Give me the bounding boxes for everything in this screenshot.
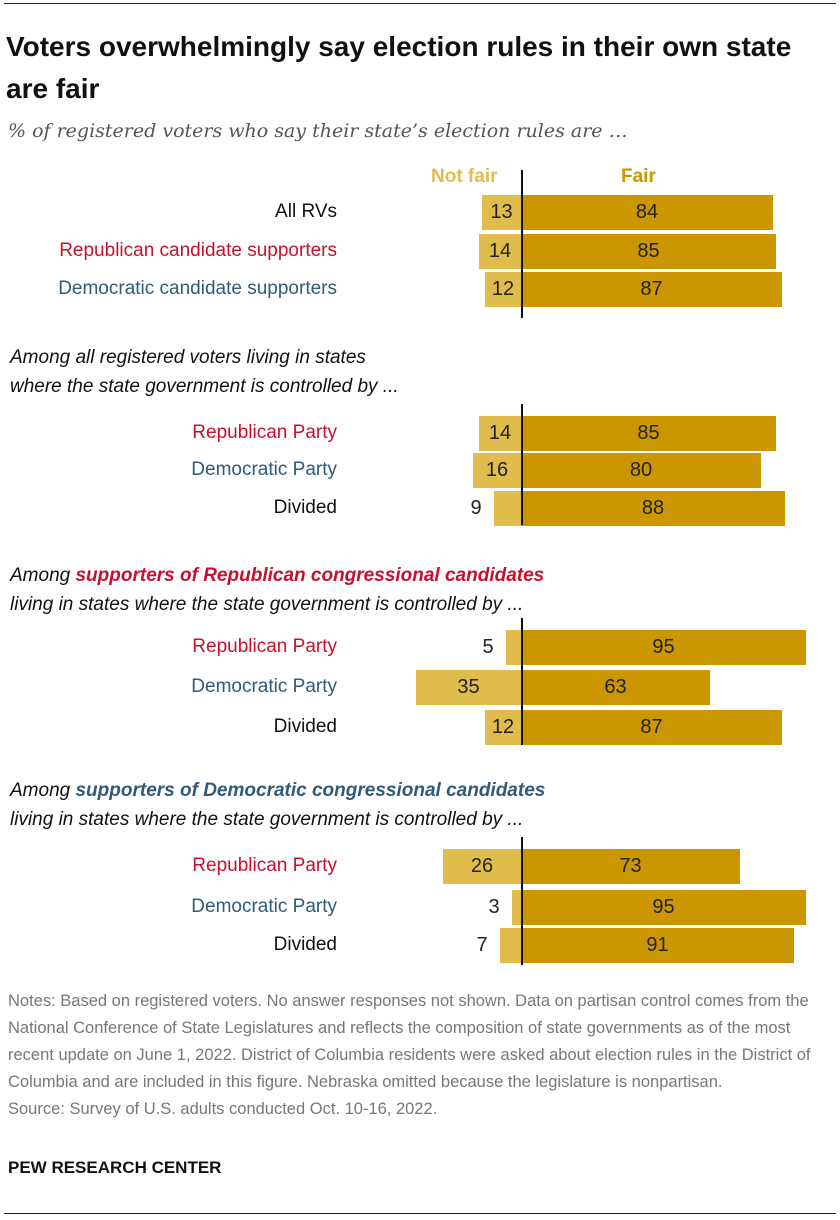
value-fair: 91: [646, 934, 669, 956]
value-fair: 73: [619, 855, 642, 877]
brand-logo: PEW RESEARCH CENTER: [8, 1158, 222, 1177]
bar-fair: [521, 890, 806, 925]
section-header: Among supporters of Democratic congressi…: [10, 776, 545, 834]
bar-fair: [521, 453, 761, 488]
bar-fair: [521, 195, 773, 230]
row-label: Divided: [273, 716, 337, 737]
value-fair: 84: [635, 201, 659, 223]
section-header-line1: Among supporters of Republican congressi…: [10, 561, 544, 590]
bar-not-fair: [479, 234, 521, 269]
section-header-line1: Among all registered voters living in st…: [10, 343, 399, 372]
value-not-fair: 9: [470, 497, 482, 519]
value-fair: 80: [629, 459, 653, 481]
top-rule: [4, 3, 836, 4]
value-fair: 87: [640, 716, 663, 738]
section-header: Among supporters of Republican congressi…: [10, 561, 544, 619]
value-fair: 63: [604, 676, 627, 698]
chart-subtitle: % of registered voters who say their sta…: [8, 120, 628, 142]
value-fair: 95: [652, 636, 675, 658]
notes: Notes: Based on registered voters. No an…: [8, 988, 828, 1123]
bar-not-fair: [485, 272, 521, 307]
section-header-text: Among all registered voters living in st…: [10, 347, 366, 368]
bar-fair: [521, 272, 782, 307]
value-not-fair: 14: [488, 240, 512, 262]
bar-not-fair: [482, 195, 521, 230]
row-label: Democratic Party: [191, 676, 337, 697]
section-header-highlight: supporters of Republican congressional c…: [75, 565, 545, 586]
zero-axis: [521, 170, 523, 318]
bar-not-fair: [512, 890, 521, 925]
value-not-fair: 3: [488, 896, 500, 918]
value-not-fair: 12: [491, 716, 515, 738]
value-fair: 87: [640, 278, 663, 300]
section-header-line2: living in states where the state governm…: [10, 809, 524, 830]
notes-text: Notes: Based on registered voters. No an…: [8, 992, 811, 1091]
row-label: All RVs: [275, 201, 337, 222]
zero-axis: [521, 404, 523, 525]
bar-not-fair: [416, 670, 521, 705]
bar-fair: [521, 630, 806, 665]
source-text: Source: Survey of U.S. adults conducted …: [8, 1100, 438, 1118]
section-header-line1: Among supporters of Democratic congressi…: [10, 776, 545, 805]
bar-fair: [521, 234, 776, 269]
bar-fair: [521, 416, 776, 451]
row-label: Republican candidate supporters: [59, 240, 337, 261]
bar-not-fair: [473, 453, 521, 488]
bar-not-fair: [443, 849, 521, 884]
bar-not-fair: [494, 491, 521, 526]
value-not-fair: 7: [476, 934, 488, 956]
row-label: Democratic candidate supporters: [58, 278, 337, 299]
bar-fair: [521, 710, 782, 745]
bar-fair: [521, 928, 794, 963]
row-label: Democratic Party: [191, 896, 337, 917]
bar-not-fair: [479, 416, 521, 451]
section-header-highlight: supporters of Democratic congressional c…: [75, 780, 546, 801]
value-fair: 88: [641, 497, 665, 519]
value-not-fair: 26: [470, 855, 494, 877]
bar-not-fair: [485, 710, 521, 745]
chart-title: Voters overwhelmingly say election rules…: [6, 31, 792, 104]
value-not-fair: 5: [482, 636, 494, 658]
zero-axis: [521, 618, 523, 745]
row-label: Republican Party: [192, 636, 337, 657]
legend-fair: Fair: [621, 166, 656, 187]
bottom-rule: [4, 1213, 836, 1214]
value-not-fair: 12: [491, 278, 515, 300]
row-label: Divided: [273, 934, 337, 955]
section-header-text: Among: [10, 780, 76, 801]
row-label: Divided: [273, 497, 337, 518]
bar-fair: [521, 670, 710, 705]
value-fair: 85: [637, 240, 660, 262]
legend-not-fair: Not fair: [431, 166, 498, 187]
section-header-line2: where the state government is controlled…: [10, 376, 399, 397]
value-not-fair: 35: [457, 676, 480, 698]
section-header: Among all registered voters living in st…: [10, 343, 399, 401]
value-not-fair: 13: [490, 201, 513, 223]
bar-not-fair: [500, 928, 521, 963]
bar-fair: [521, 849, 740, 884]
value-fair: 95: [652, 896, 675, 918]
bar-fair: [521, 491, 785, 526]
bar-not-fair: [506, 630, 521, 665]
value-fair: 85: [637, 422, 660, 444]
row-label: Democratic Party: [191, 459, 337, 480]
row-label: Republican Party: [192, 422, 337, 443]
zero-axis: [521, 837, 523, 965]
section-header-line2: living in states where the state governm…: [10, 594, 524, 615]
value-not-fair: 16: [485, 459, 509, 481]
value-not-fair: 14: [488, 422, 512, 444]
row-label: Republican Party: [192, 855, 337, 876]
section-header-text: Among: [10, 565, 76, 586]
